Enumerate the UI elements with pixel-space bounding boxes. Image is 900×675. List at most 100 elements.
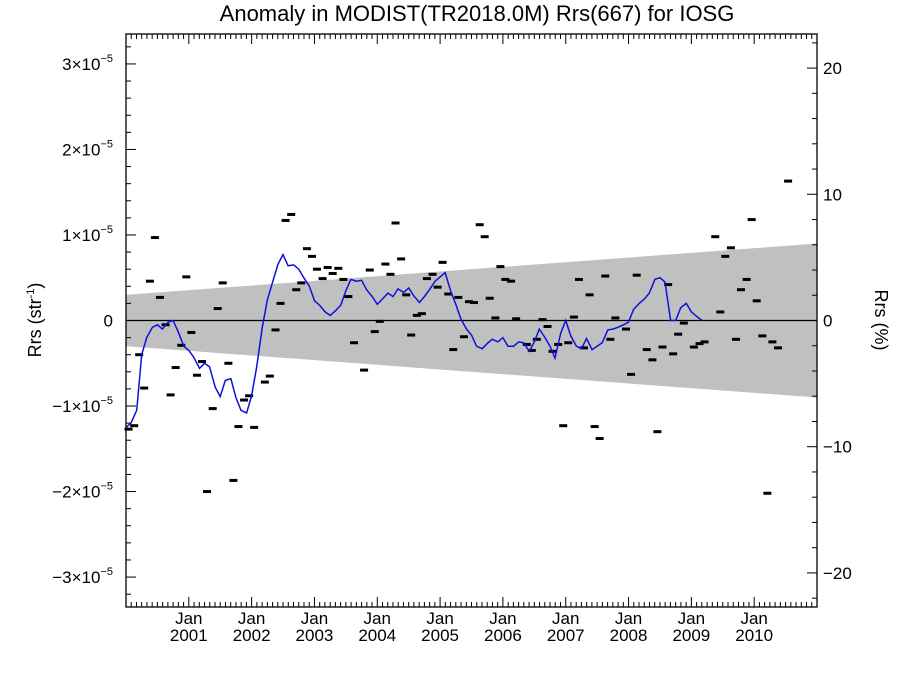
data-point: [731, 337, 740, 341]
y2-tick-label: −20: [823, 564, 852, 583]
data-point: [711, 235, 720, 239]
data-point: [360, 368, 369, 372]
data-point: [758, 334, 767, 338]
data-point: [302, 247, 311, 251]
data-point: [344, 295, 353, 299]
y-tick-label: 3×10−5: [62, 53, 113, 74]
data-point: [747, 218, 756, 222]
x-tick-year-label: 2008: [610, 626, 648, 645]
data-point: [234, 425, 243, 429]
data-point: [574, 277, 583, 281]
data-point: [307, 254, 316, 258]
data-point: [527, 348, 536, 352]
y-tick-label: −3×10−5: [52, 566, 113, 587]
data-point: [323, 265, 332, 269]
data-point: [480, 235, 489, 239]
data-point: [218, 281, 227, 285]
data-point: [375, 319, 384, 323]
y2-tick-label: −10: [823, 438, 852, 457]
y-tick-exponent: −5: [100, 224, 113, 236]
data-point: [208, 407, 217, 411]
y-axis-label: Rrs (str-1): [25, 283, 45, 358]
data-point: [182, 275, 191, 279]
x-tick-month-label: Jan: [489, 609, 516, 628]
data-point: [532, 337, 541, 341]
data-point: [287, 212, 296, 216]
y-tick-mantissa: 3×10: [62, 55, 100, 74]
y-axis-label-exp: -1: [25, 289, 37, 299]
y-axis-label-base: Rrs (str: [25, 298, 45, 357]
x-tick-month-label: Jan: [426, 609, 453, 628]
y-tick-label: 1×10−5: [62, 224, 113, 245]
y-tick-exponent: −5: [100, 481, 113, 493]
data-point: [150, 236, 159, 240]
y2-tick-label: 10: [823, 185, 842, 204]
data-point: [438, 260, 447, 264]
data-point: [674, 332, 683, 336]
data-point: [590, 425, 599, 429]
y-tick-label: −1×10−5: [52, 395, 113, 416]
data-point: [606, 337, 615, 341]
data-point: [281, 218, 290, 222]
data-point: [569, 315, 578, 319]
data-point: [428, 272, 437, 276]
data-point: [240, 398, 249, 402]
data-point: [768, 340, 777, 344]
y-tick-mantissa: 0: [104, 312, 113, 331]
x-tick-month-label: Jan: [364, 609, 391, 628]
data-point: [522, 342, 531, 346]
y-tick-mantissa: −1×10: [52, 397, 100, 416]
data-point: [265, 374, 274, 378]
data-point: [276, 301, 285, 305]
data-point: [245, 394, 254, 398]
data-point: [177, 343, 186, 347]
data-point: [774, 346, 783, 350]
data-point: [444, 292, 453, 296]
data-point: [658, 345, 667, 349]
data-point: [512, 317, 521, 321]
data-point: [669, 352, 678, 356]
data-point: [312, 267, 321, 271]
data-point: [642, 348, 651, 352]
data-point: [736, 288, 745, 292]
y-axis-label-end: ): [25, 283, 45, 289]
data-point: [579, 346, 588, 350]
data-point: [679, 321, 688, 325]
data-point: [784, 179, 793, 183]
y2-tick-label: 20: [823, 59, 842, 78]
monthly-points-layer: [124, 179, 793, 495]
x-tick-year-label: 2006: [484, 626, 522, 645]
data-point: [611, 316, 620, 320]
data-point: [496, 265, 505, 269]
y2-axis-label: Rrs (%): [871, 290, 891, 351]
data-point: [507, 279, 516, 283]
running-mean-layer: [125, 252, 703, 428]
data-point: [370, 330, 379, 334]
data-point: [601, 274, 610, 278]
data-point: [224, 361, 233, 365]
data-point: [328, 271, 337, 275]
data-point: [564, 341, 573, 345]
data-point: [271, 328, 280, 332]
data-point: [292, 288, 301, 292]
x-tick-month-label: Jan: [740, 609, 767, 628]
data-point: [664, 283, 673, 287]
x-tick-year-label: 2001: [170, 626, 208, 645]
axis-ticks-layer: [125, 34, 818, 607]
y-tick-mantissa: −3×10: [52, 568, 100, 587]
data-point: [140, 386, 149, 390]
y2-tick-label: 0: [823, 312, 832, 331]
data-point: [559, 424, 568, 428]
data-point: [763, 491, 772, 495]
data-point: [538, 318, 547, 322]
y-tick-exponent: −5: [100, 138, 113, 150]
data-point: [213, 307, 222, 311]
data-point: [433, 285, 442, 289]
data-point: [543, 324, 552, 328]
y-tick-exponent: −5: [100, 53, 113, 65]
x-tick-year-label: 2004: [358, 626, 396, 645]
data-point: [155, 295, 164, 299]
data-point: [700, 340, 709, 344]
data-point: [475, 223, 484, 227]
